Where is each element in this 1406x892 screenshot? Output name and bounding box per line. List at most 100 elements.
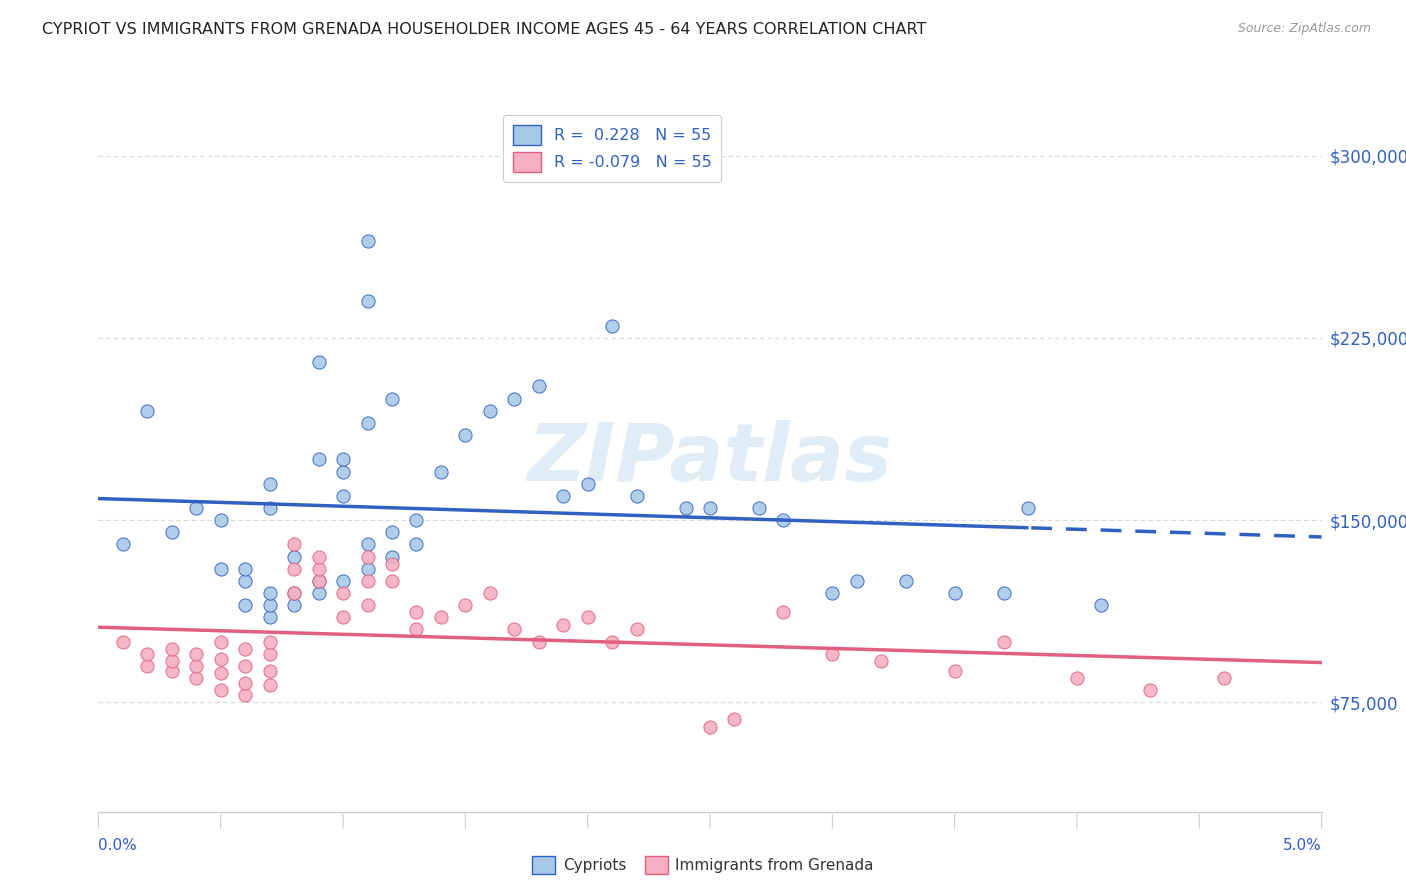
Point — [259, 598, 281, 612]
Point — [503, 392, 526, 406]
Point — [430, 465, 453, 479]
Point — [1090, 598, 1112, 612]
Point — [870, 654, 893, 668]
Point — [527, 634, 550, 648]
Point — [332, 452, 354, 467]
Point — [259, 586, 281, 600]
Point — [600, 634, 623, 648]
Point — [332, 574, 354, 588]
Point — [308, 586, 330, 600]
Point — [675, 500, 697, 515]
Point — [209, 651, 232, 665]
Point — [699, 720, 721, 734]
Legend: R =  0.228   N = 55, R = -0.079   N = 55: R = 0.228 N = 55, R = -0.079 N = 55 — [503, 115, 721, 182]
Point — [186, 500, 208, 515]
Point — [209, 683, 232, 698]
Point — [160, 664, 183, 678]
Point — [748, 500, 770, 515]
Point — [1139, 683, 1161, 698]
Point — [259, 664, 281, 678]
Point — [576, 476, 599, 491]
Point — [186, 647, 208, 661]
Point — [454, 598, 477, 612]
Point — [405, 606, 427, 620]
Point — [356, 574, 378, 588]
Point — [308, 355, 330, 369]
Point — [381, 392, 404, 406]
Text: 0.0%: 0.0% — [98, 838, 138, 854]
Point — [259, 500, 281, 515]
Point — [160, 641, 183, 656]
Point — [356, 562, 378, 576]
Text: Source: ZipAtlas.com: Source: ZipAtlas.com — [1237, 22, 1371, 36]
Point — [259, 678, 281, 692]
Point — [332, 465, 354, 479]
Point — [1212, 671, 1234, 685]
Point — [626, 623, 648, 637]
Point — [209, 513, 232, 527]
Point — [381, 525, 404, 540]
Point — [821, 586, 844, 600]
Point — [332, 489, 354, 503]
Point — [283, 586, 305, 600]
Point — [186, 671, 208, 685]
Point — [186, 659, 208, 673]
Point — [111, 537, 134, 551]
Point — [356, 549, 378, 564]
Point — [308, 549, 330, 564]
Text: 5.0%: 5.0% — [1282, 838, 1322, 854]
Point — [259, 647, 281, 661]
Point — [233, 676, 256, 690]
Point — [381, 557, 404, 571]
Point — [111, 634, 134, 648]
Point — [430, 610, 453, 624]
Point — [209, 562, 232, 576]
Point — [332, 610, 354, 624]
Point — [1017, 500, 1039, 515]
Point — [356, 537, 378, 551]
Point — [772, 513, 794, 527]
Point — [283, 562, 305, 576]
Point — [283, 537, 305, 551]
Point — [308, 574, 330, 588]
Point — [503, 623, 526, 637]
Point — [160, 654, 183, 668]
Point — [553, 489, 575, 503]
Point — [259, 634, 281, 648]
Point — [233, 574, 256, 588]
Point — [553, 617, 575, 632]
Point — [233, 641, 256, 656]
Point — [259, 610, 281, 624]
Legend: Cypriots, Immigrants from Grenada: Cypriots, Immigrants from Grenada — [526, 850, 880, 880]
Point — [894, 574, 917, 588]
Point — [308, 562, 330, 576]
Point — [1066, 671, 1088, 685]
Point — [233, 598, 256, 612]
Point — [772, 606, 794, 620]
Point — [356, 234, 378, 248]
Point — [405, 623, 427, 637]
Point — [626, 489, 648, 503]
Point — [821, 647, 844, 661]
Point — [600, 318, 623, 333]
Point — [209, 666, 232, 681]
Point — [283, 549, 305, 564]
Point — [943, 586, 966, 600]
Point — [356, 294, 378, 309]
Y-axis label: Householder Income Ages 45 - 64 years: Householder Income Ages 45 - 64 years — [0, 306, 7, 613]
Point — [993, 586, 1015, 600]
Point — [209, 634, 232, 648]
Point — [993, 634, 1015, 648]
Point — [259, 476, 281, 491]
Point — [160, 525, 183, 540]
Point — [233, 562, 256, 576]
Point — [233, 688, 256, 702]
Point — [405, 537, 427, 551]
Point — [454, 428, 477, 442]
Point — [723, 712, 745, 726]
Point — [233, 659, 256, 673]
Point — [283, 598, 305, 612]
Text: CYPRIOT VS IMMIGRANTS FROM GRENADA HOUSEHOLDER INCOME AGES 45 - 64 YEARS CORRELA: CYPRIOT VS IMMIGRANTS FROM GRENADA HOUSE… — [42, 22, 927, 37]
Point — [381, 549, 404, 564]
Point — [405, 513, 427, 527]
